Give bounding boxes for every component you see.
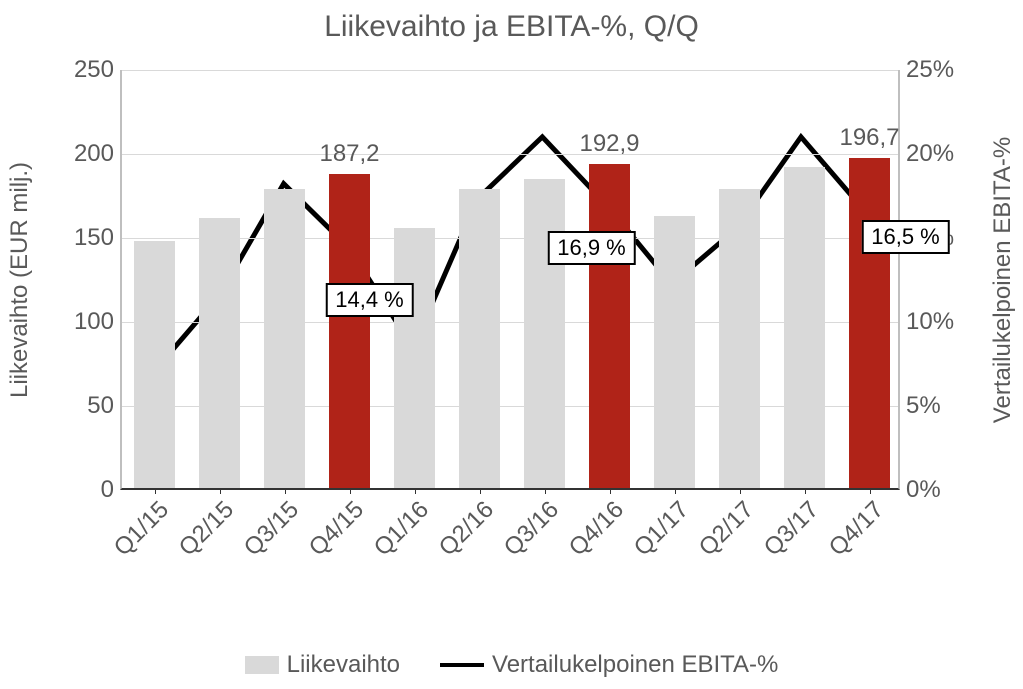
bar [524, 179, 564, 488]
y-tick-right: 0% [906, 476, 976, 504]
bar-value-label: 192,9 [579, 130, 639, 158]
legend-item-bars: Liikevaihto [245, 651, 400, 679]
gridline [122, 70, 898, 71]
line-value-label: 14,4 % [325, 283, 414, 317]
x-tick-label: Q3/17 [758, 496, 824, 562]
x-tick-mark [220, 488, 221, 494]
x-tick-mark [350, 488, 351, 494]
line-value-label: 16,9 % [547, 231, 636, 265]
x-tick-label: Q3/15 [238, 496, 304, 562]
bar [329, 174, 369, 488]
legend-label-bars: Liikevaihto [287, 651, 400, 679]
gridline [122, 154, 898, 155]
x-tick-label: Q2/15 [173, 496, 239, 562]
x-tick-mark [805, 488, 806, 494]
bar [784, 167, 824, 488]
y-axis-right-label-text: Vertailukelpoinen EBITA-% [989, 137, 1017, 423]
x-tick-label: Q1/16 [368, 496, 434, 562]
y-axis-left-label: Liikevaihto (EUR milj.) [5, 70, 35, 490]
bar [134, 241, 174, 488]
bar [589, 164, 629, 488]
bar [199, 218, 239, 488]
y-tick-right: 20% [906, 140, 976, 168]
line-value-label: 16,5 % [861, 220, 950, 254]
chart-title: Liikevaihto ja EBITA-%, Q/Q [0, 10, 1023, 44]
x-tick-mark [285, 488, 286, 494]
x-tick-label: Q2/17 [693, 496, 759, 562]
x-tick-label: Q1/17 [628, 496, 694, 562]
y-tick-left: 50 [54, 392, 114, 420]
y-axis-left-label-text: Liikevaihto (EUR milj.) [6, 162, 34, 398]
bar [849, 158, 889, 488]
bar-value-label: 196,7 [839, 124, 899, 152]
chart-container: Liikevaihto ja EBITA-%, Q/Q Liikevaihto … [0, 0, 1023, 689]
bar [264, 189, 304, 488]
x-tick-mark [155, 488, 156, 494]
y-tick-right: 10% [906, 308, 976, 336]
x-tick-label: Q4/15 [303, 496, 369, 562]
bar-value-label: 187,2 [319, 140, 379, 168]
legend-item-line: Vertailukelpoinen EBITA-% [440, 651, 778, 679]
x-tick-label: Q4/16 [563, 496, 629, 562]
x-tick-mark [610, 488, 611, 494]
y-tick-left: 100 [54, 308, 114, 336]
bar [719, 189, 759, 488]
y-tick-left: 250 [54, 56, 114, 84]
x-tick-mark [675, 488, 676, 494]
x-tick-label: Q3/16 [498, 496, 564, 562]
bar [394, 228, 434, 488]
x-tick-mark [415, 488, 416, 494]
bar [459, 189, 499, 488]
x-tick-mark [480, 488, 481, 494]
y-axis-right-label: Vertailukelpoinen EBITA-% [988, 70, 1018, 490]
legend-swatch-line [440, 663, 484, 667]
x-tick-mark [545, 488, 546, 494]
x-tick-label: Q1/15 [108, 496, 174, 562]
x-tick-mark [870, 488, 871, 494]
y-tick-left: 200 [54, 140, 114, 168]
legend-label-line: Vertailukelpoinen EBITA-% [492, 651, 778, 679]
y-tick-right: 25% [906, 56, 976, 84]
x-tick-label: Q2/16 [433, 496, 499, 562]
bar [654, 216, 694, 488]
x-tick-label: Q4/17 [823, 496, 889, 562]
y-tick-right: 5% [906, 392, 976, 420]
y-tick-left: 0 [54, 476, 114, 504]
x-tick-mark [740, 488, 741, 494]
legend: Liikevaihto Vertailukelpoinen EBITA-% [0, 651, 1023, 679]
legend-swatch-bar [245, 656, 279, 674]
y-tick-left: 150 [54, 224, 114, 252]
plot-area: 00%505%10010%15015%20020%25025%Q1/15Q2/1… [120, 70, 900, 490]
